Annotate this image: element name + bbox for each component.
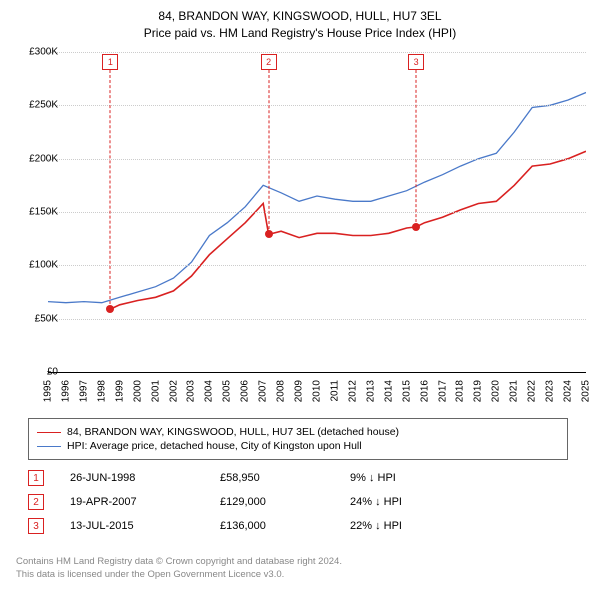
- x-tick-label: 2005: [222, 380, 233, 402]
- chart-container: 84, BRANDON WAY, KINGSWOOD, HULL, HU7 3E…: [0, 0, 600, 590]
- x-tick-label: 2015: [401, 380, 412, 402]
- x-tick-label: 2007: [258, 380, 269, 402]
- y-tick-label: £0: [14, 367, 58, 378]
- footnote: Contains HM Land Registry data © Crown c…: [16, 556, 342, 582]
- chart-marker-box: 3: [408, 54, 424, 70]
- event-diff: 22% ↓ HPI: [350, 520, 568, 532]
- title-line1: 84, BRANDON WAY, KINGSWOOD, HULL, HU7 3E…: [0, 8, 600, 25]
- marker-dot: [106, 305, 114, 313]
- x-tick-label: 2013: [365, 380, 376, 402]
- gridline: [48, 265, 586, 266]
- y-tick-label: £100K: [14, 260, 58, 271]
- legend-box: 84, BRANDON WAY, KINGSWOOD, HULL, HU7 3E…: [28, 418, 568, 460]
- marker-line: [110, 70, 111, 309]
- x-tick-label: 2009: [294, 380, 305, 402]
- event-date: 13-JUL-2015: [70, 520, 220, 532]
- chart-marker-box: 2: [261, 54, 277, 70]
- event-price: £136,000: [220, 520, 350, 532]
- event-price: £129,000: [220, 496, 350, 508]
- x-tick-label: 2016: [419, 380, 430, 402]
- x-tick-label: 1997: [78, 380, 89, 402]
- x-tick-label: 2018: [455, 380, 466, 402]
- x-tick-label: 2010: [312, 380, 323, 402]
- marker-dot: [265, 230, 273, 238]
- x-tick-label: 2019: [473, 380, 484, 402]
- chart-plot-area: 1 2 3: [48, 52, 586, 373]
- marker-line: [268, 70, 269, 234]
- gridline: [48, 212, 586, 213]
- x-tick-label: 2020: [491, 380, 502, 402]
- x-tick-label: 2022: [527, 380, 538, 402]
- gridline: [48, 105, 586, 106]
- gridline: [48, 52, 586, 53]
- x-tick-label: 2012: [347, 380, 358, 402]
- event-row: 1 26-JUN-1998 £58,950 9% ↓ HPI: [28, 466, 568, 490]
- y-tick-label: £50K: [14, 313, 58, 324]
- x-tick-label: 2023: [545, 380, 556, 402]
- legend-label: HPI: Average price, detached house, City…: [67, 440, 362, 452]
- event-marker: 1: [28, 470, 44, 486]
- x-tick-label: 2025: [581, 380, 592, 402]
- legend-swatch: [37, 446, 61, 447]
- x-tick-label: 2004: [204, 380, 215, 402]
- y-tick-label: £150K: [14, 207, 58, 218]
- legend-item: 84, BRANDON WAY, KINGSWOOD, HULL, HU7 3E…: [37, 425, 559, 439]
- series-line: [48, 93, 586, 303]
- legend-item: HPI: Average price, detached house, City…: [37, 439, 559, 453]
- x-tick-label: 2021: [509, 380, 520, 402]
- x-tick-label: 2014: [383, 380, 394, 402]
- x-tick-label: 1995: [43, 380, 54, 402]
- marker-line: [416, 70, 417, 227]
- footnote-line1: Contains HM Land Registry data © Crown c…: [16, 556, 342, 569]
- footnote-line2: This data is licensed under the Open Gov…: [16, 569, 342, 582]
- x-tick-label: 2011: [329, 380, 340, 402]
- x-tick-label: 1998: [96, 380, 107, 402]
- x-tick-label: 2024: [563, 380, 574, 402]
- event-marker: 3: [28, 518, 44, 534]
- x-tick-label: 1996: [60, 380, 71, 402]
- event-marker: 2: [28, 494, 44, 510]
- event-diff: 9% ↓ HPI: [350, 472, 568, 484]
- event-date: 26-JUN-1998: [70, 472, 220, 484]
- title-line2: Price paid vs. HM Land Registry's House …: [0, 25, 600, 42]
- legend-swatch: [37, 432, 61, 433]
- event-date: 19-APR-2007: [70, 496, 220, 508]
- event-row: 2 19-APR-2007 £129,000 24% ↓ HPI: [28, 490, 568, 514]
- x-tick-label: 2000: [132, 380, 143, 402]
- y-tick-label: £300K: [14, 47, 58, 58]
- gridline: [48, 159, 586, 160]
- x-tick-label: 2003: [186, 380, 197, 402]
- event-price: £58,950: [220, 472, 350, 484]
- event-row: 3 13-JUL-2015 £136,000 22% ↓ HPI: [28, 514, 568, 538]
- x-tick-label: 2008: [276, 380, 287, 402]
- y-tick-label: £200K: [14, 153, 58, 164]
- legend-label: 84, BRANDON WAY, KINGSWOOD, HULL, HU7 3E…: [67, 426, 399, 438]
- y-tick-label: £250K: [14, 100, 58, 111]
- series-line: [110, 151, 586, 309]
- x-tick-label: 1999: [114, 380, 125, 402]
- x-tick-label: 2017: [437, 380, 448, 402]
- title-block: 84, BRANDON WAY, KINGSWOOD, HULL, HU7 3E…: [0, 0, 600, 42]
- x-tick-label: 2001: [150, 380, 161, 402]
- event-diff: 24% ↓ HPI: [350, 496, 568, 508]
- gridline: [48, 319, 586, 320]
- x-axis-labels: 1995199619971998199920002001200220032004…: [48, 376, 586, 416]
- marker-dot: [412, 223, 420, 231]
- events-table: 1 26-JUN-1998 £58,950 9% ↓ HPI 2 19-APR-…: [28, 466, 568, 538]
- x-tick-label: 2006: [240, 380, 251, 402]
- chart-marker-box: 1: [102, 54, 118, 70]
- x-tick-label: 2002: [168, 380, 179, 402]
